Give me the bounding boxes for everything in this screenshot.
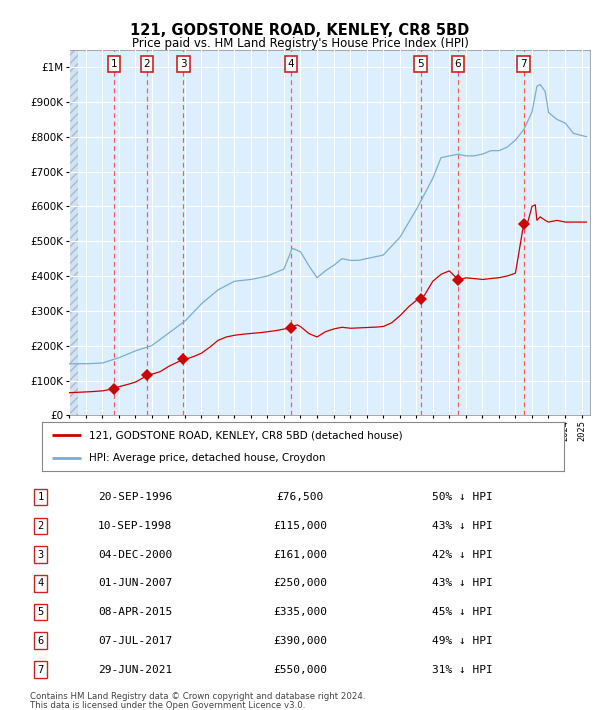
Text: 29-JUN-2021: 29-JUN-2021 <box>98 665 172 674</box>
Text: £550,000: £550,000 <box>273 665 327 674</box>
Text: 08-APR-2015: 08-APR-2015 <box>98 607 172 617</box>
Text: 07-JUL-2017: 07-JUL-2017 <box>98 636 172 646</box>
Text: 2: 2 <box>143 60 150 70</box>
Text: 10-SEP-1998: 10-SEP-1998 <box>98 521 172 531</box>
Text: 42% ↓ HPI: 42% ↓ HPI <box>432 550 493 559</box>
Text: 6: 6 <box>455 60 461 70</box>
Text: 2: 2 <box>38 521 44 531</box>
Text: 1: 1 <box>38 492 44 502</box>
Text: Contains HM Land Registry data © Crown copyright and database right 2024.: Contains HM Land Registry data © Crown c… <box>30 692 365 701</box>
Text: £250,000: £250,000 <box>273 579 327 589</box>
Text: 6: 6 <box>38 636 44 646</box>
Text: £390,000: £390,000 <box>273 636 327 646</box>
Text: 7: 7 <box>38 665 44 674</box>
Text: 43% ↓ HPI: 43% ↓ HPI <box>432 521 493 531</box>
Text: £115,000: £115,000 <box>273 521 327 531</box>
Text: 45% ↓ HPI: 45% ↓ HPI <box>432 607 493 617</box>
Text: 01-JUN-2007: 01-JUN-2007 <box>98 579 172 589</box>
Text: 3: 3 <box>38 550 44 559</box>
Text: 4: 4 <box>287 60 294 70</box>
Text: 1: 1 <box>110 60 117 70</box>
Text: £76,500: £76,500 <box>277 492 323 502</box>
Text: 5: 5 <box>38 607 44 617</box>
Text: HPI: Average price, detached house, Croydon: HPI: Average price, detached house, Croy… <box>89 453 325 463</box>
Text: 7: 7 <box>520 60 527 70</box>
Text: Price paid vs. HM Land Registry's House Price Index (HPI): Price paid vs. HM Land Registry's House … <box>131 37 469 50</box>
Text: 04-DEC-2000: 04-DEC-2000 <box>98 550 172 559</box>
Text: 3: 3 <box>180 60 187 70</box>
Text: 49% ↓ HPI: 49% ↓ HPI <box>432 636 493 646</box>
Text: 20-SEP-1996: 20-SEP-1996 <box>98 492 172 502</box>
Bar <box>69 50 78 415</box>
Text: 5: 5 <box>418 60 424 70</box>
Text: 121, GODSTONE ROAD, KENLEY, CR8 5BD (detached house): 121, GODSTONE ROAD, KENLEY, CR8 5BD (det… <box>89 430 403 440</box>
Text: 43% ↓ HPI: 43% ↓ HPI <box>432 579 493 589</box>
Text: £161,000: £161,000 <box>273 550 327 559</box>
Text: £335,000: £335,000 <box>273 607 327 617</box>
Bar <box>69 50 78 415</box>
Text: 31% ↓ HPI: 31% ↓ HPI <box>432 665 493 674</box>
Text: 121, GODSTONE ROAD, KENLEY, CR8 5BD: 121, GODSTONE ROAD, KENLEY, CR8 5BD <box>130 23 470 38</box>
Text: 50% ↓ HPI: 50% ↓ HPI <box>432 492 493 502</box>
Text: 4: 4 <box>38 579 44 589</box>
Text: This data is licensed under the Open Government Licence v3.0.: This data is licensed under the Open Gov… <box>30 701 305 710</box>
